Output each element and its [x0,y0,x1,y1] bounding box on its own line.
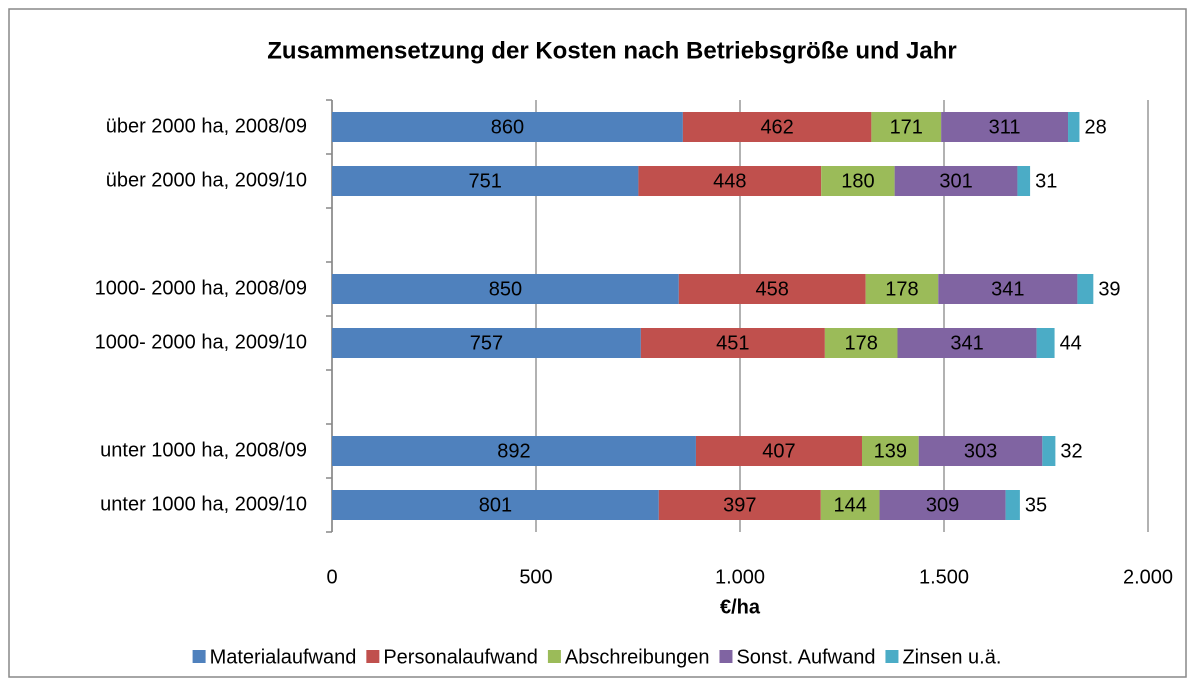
bar-segment [638,166,822,196]
legend-label: Abschreibungen [565,646,710,668]
bar-segment [821,166,895,196]
data-label: 301 [939,170,972,192]
bar-segment [332,112,683,142]
x-tick-label: 1.500 [919,566,969,588]
bar-segment [871,112,942,142]
data-label: 303 [964,440,997,462]
data-label: 801 [479,494,512,516]
bar-segment [1017,166,1031,196]
bar-segment [941,112,1069,142]
x-tick-label: 1.000 [715,566,765,588]
bar-segment [332,166,639,196]
bar-segment [897,328,1037,358]
data-label: 451 [716,332,749,354]
legend-swatch [719,650,733,663]
data-label: 32 [1060,440,1082,462]
data-label: 178 [885,278,918,300]
data-label: 144 [833,494,866,516]
bar-segment [879,490,1006,520]
data-label: 407 [762,440,795,462]
y-tick-label: über 2000 ha, 2009/10 [106,169,307,191]
x-axis-label: €/ha [720,596,761,618]
bar-segment [658,490,821,520]
data-label: 311 [989,116,1021,138]
data-label: 860 [491,116,524,138]
y-tick-label: 1000- 2000 ha, 2008/09 [95,277,307,299]
bar-segment [332,274,679,304]
bar-segment [820,490,880,520]
bar-segment [1036,328,1055,358]
data-label: 178 [844,332,877,354]
bar-segment [1042,436,1056,466]
bar-segment [332,436,696,466]
data-label: 341 [950,332,983,354]
bar-segment [678,274,866,304]
data-label: 448 [713,170,746,192]
data-label: 139 [874,440,907,462]
y-tick-label: über 2000 ha, 2008/09 [106,115,307,137]
bar-segment [682,112,872,142]
legend-label: Materialaufwand [210,646,357,668]
bar-segment [938,274,1078,304]
data-label: 28 [1084,116,1106,138]
data-label: 180 [841,170,874,192]
bar-segment [865,274,939,304]
bar-segment [1077,274,1094,304]
legend-swatch [547,650,561,663]
bar-segment [640,328,825,358]
bar-segment [824,328,898,358]
chart-title: Zusammensetzung der Kosten nach Betriebs… [267,37,956,64]
bar-segment [861,436,919,466]
legend-label: Zinsen u.ä. [902,646,1001,668]
data-label: 35 [1025,494,1047,516]
legend-label: Personalaufwand [383,646,538,668]
y-tick-label: unter 1000 ha, 2009/10 [100,493,307,515]
y-tick-label: unter 1000 ha, 2008/09 [100,439,307,461]
legend-label: Sonst. Aufwand [736,646,875,668]
legend-swatch [366,650,380,663]
data-label: 44 [1060,332,1082,354]
data-label: 751 [469,170,502,192]
data-label: 31 [1035,170,1057,192]
data-label: 757 [470,332,503,354]
legend-swatch [192,650,206,663]
data-label: 397 [723,494,756,516]
data-label: 850 [489,278,522,300]
bar-segment [1068,112,1080,142]
x-tick-label: 500 [519,566,552,588]
y-tick-label: 1000- 2000 ha, 2009/10 [95,331,307,353]
data-label: 171 [890,116,923,138]
legend-swatch [885,650,899,663]
bar-segment [695,436,862,466]
data-label: 458 [756,278,789,300]
data-label: 309 [926,494,959,516]
bar-segment [1005,490,1020,520]
data-label: 892 [497,440,530,462]
bar-segment [918,436,1043,466]
data-label: 341 [991,278,1024,300]
data-label: 39 [1098,278,1120,300]
x-tick-label: 2.000 [1123,566,1173,588]
bar-segment [332,328,641,358]
x-tick-label: 0 [326,566,337,588]
bar-segment [894,166,1018,196]
data-label: 462 [760,116,793,138]
bar-segment [332,490,659,520]
